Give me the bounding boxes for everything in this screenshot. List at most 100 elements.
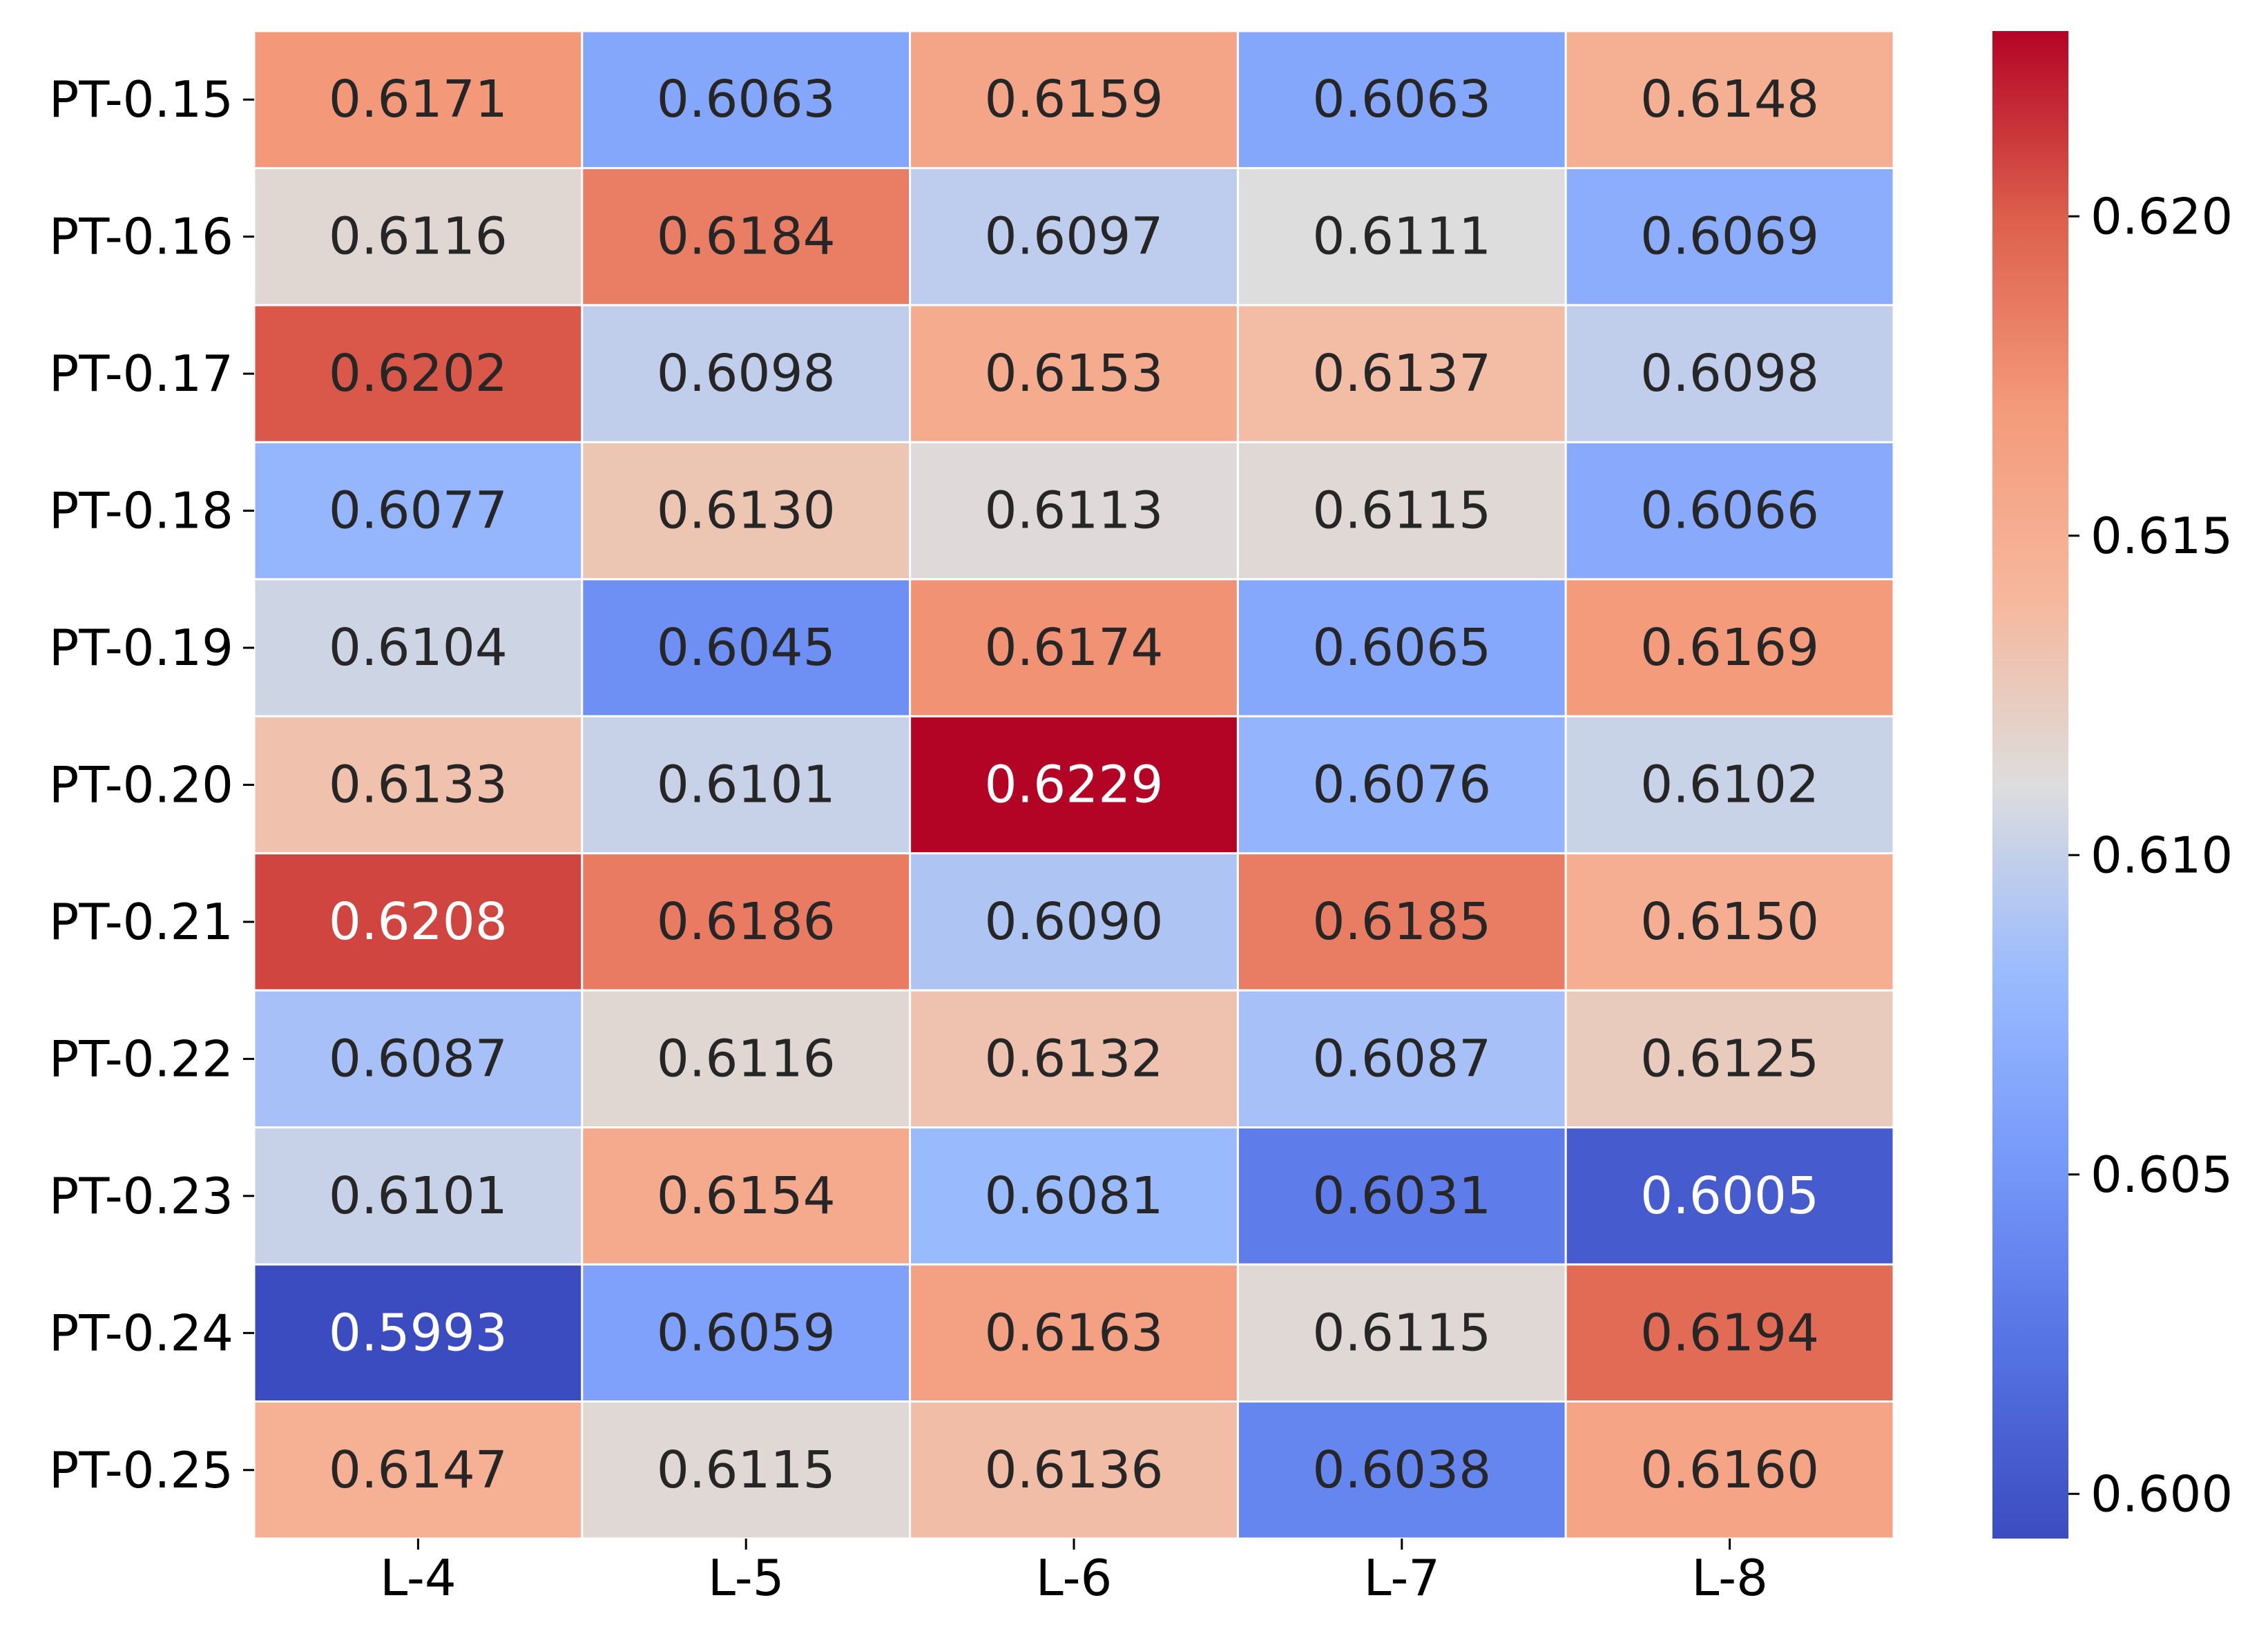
y-tick-label: PT-0.15 — [49, 70, 233, 128]
heatmap-cell-label: 0.6059 — [657, 1303, 836, 1362]
heatmap-cell-PT-0.19-L-5 — [581, 578, 912, 717]
heatmap-cell-label: 0.6115 — [657, 1441, 836, 1500]
colorbar-tick-label: 0.600 — [2091, 1465, 2233, 1523]
y-axis: PT-0.15 PT-0.16 PT-0.17 PT-0.18 PT-0.19 PT-0.… — [49, 70, 254, 1499]
heatmap-cells — [253, 30, 1895, 1540]
heatmap-cell-label: 0.6081 — [985, 1166, 1164, 1226]
heatmap-cell-PT-0.20-L-6 — [909, 715, 1239, 855]
heatmap-cell-label: 0.6153 — [985, 344, 1164, 403]
heatmap-cell-PT-0.21-L-4 — [253, 852, 584, 992]
heatmap-cell-PT-0.19-L-6 — [909, 578, 1239, 717]
heatmap-cell-label: 0.6130 — [657, 481, 836, 541]
heatmap-cell-label: 0.6202 — [329, 344, 508, 403]
colorbar-tick-label: 0.620 — [2091, 187, 2233, 245]
y-tick-label: PT-0.21 — [49, 893, 233, 951]
heatmap-cell-label: 0.6133 — [329, 755, 508, 815]
heatmap-cell-PT-0.24-L-5 — [581, 1263, 912, 1403]
heatmap-cell-label: 0.6063 — [1312, 70, 1491, 129]
heatmap-cell-PT-0.18-L-7 — [1236, 441, 1567, 581]
heatmap-cell-label: 0.6066 — [1640, 481, 1819, 541]
x-tick-label: L-7 — [1363, 1549, 1440, 1607]
heatmap-cell-PT-0.18-L-5 — [581, 441, 912, 581]
heatmap-cell-PT-0.25-L-7 — [1236, 1400, 1567, 1540]
heatmap-cell-PT-0.24-L-6 — [909, 1263, 1239, 1403]
heatmap-cell-label: 0.6137 — [1312, 344, 1491, 403]
heatmap-cell-PT-0.25-L-8 — [1564, 1400, 1895, 1540]
heatmap-cell-PT-0.19-L-4 — [253, 578, 584, 717]
heatmap-cell-label: 0.6113 — [985, 481, 1164, 541]
heatmap-cell-PT-0.24-L-7 — [1236, 1263, 1567, 1403]
heatmap-cell-label: 0.6116 — [657, 1029, 836, 1088]
heatmap-cell-PT-0.17-L-7 — [1236, 304, 1567, 443]
heatmap-cell-label: 0.6097 — [985, 207, 1164, 267]
heatmap-cell-label: 0.6101 — [657, 755, 836, 815]
heatmap-cell-label: 0.6148 — [1640, 70, 1819, 129]
heatmap-cell-label: 0.6090 — [985, 892, 1164, 952]
heatmap-cell-label: 0.6159 — [985, 70, 1164, 129]
heatmap-cell-PT-0.20-L-5 — [581, 715, 912, 855]
heatmap-cell-label: 0.6125 — [1640, 1029, 1819, 1088]
heatmap-cell-label: 0.6087 — [329, 1029, 508, 1088]
heatmap-cell-label: 0.6115 — [1312, 1303, 1491, 1362]
heatmap-cell-label: 0.6136 — [985, 1441, 1164, 1500]
heatmap-cell-PT-0.17-L-6 — [909, 304, 1239, 443]
heatmap-cell-label: 0.6160 — [1640, 1441, 1819, 1500]
y-tick-label: PT-0.20 — [49, 756, 233, 814]
heatmap-cell-PT-0.16-L-6 — [909, 166, 1239, 307]
heatmap-cell-PT-0.16-L-4 — [253, 166, 584, 307]
colorbar-gradient — [1992, 31, 2068, 1539]
heatmap-cell-label: 0.6116 — [329, 207, 508, 267]
heatmap-cell-label: 0.6147 — [329, 1441, 508, 1500]
heatmap-cell-PT-0.15-L-4 — [253, 30, 584, 169]
heatmap-cell-label: 0.6185 — [1312, 892, 1491, 952]
heatmap-cell-PT-0.24-L-4 — [253, 1263, 584, 1403]
heatmap-cell-PT-0.22-L-4 — [253, 989, 584, 1129]
y-tick-label: PT-0.16 — [49, 208, 233, 266]
heatmap-cell-PT-0.17-L-5 — [581, 304, 912, 443]
heatmap-cell-label: 0.6098 — [1640, 344, 1819, 403]
heatmap-cell-PT-0.22-L-7 — [1236, 989, 1567, 1129]
y-tick-label: PT-0.19 — [49, 619, 233, 677]
colorbar: 0.600 0.605 0.610 0.615 0.620 — [1992, 31, 2233, 1539]
heatmap-cell-PT-0.21-L-8 — [1564, 852, 1895, 992]
heatmap-cell-label: 0.6229 — [985, 755, 1164, 815]
heatmap-cell-label: 0.6171 — [329, 70, 508, 129]
heatmap-cell-label: 0.6069 — [1640, 207, 1819, 267]
heatmap-cell-PT-0.23-L-5 — [581, 1126, 912, 1266]
heatmap-cell-label: 0.6174 — [985, 618, 1164, 677]
heatmap-cell-PT-0.23-L-6 — [909, 1126, 1239, 1266]
heatmap-cell-label: 0.6194 — [1640, 1303, 1819, 1362]
heatmap-cell-PT-0.25-L-6 — [909, 1400, 1239, 1540]
heatmap-cell-label: 0.5993 — [329, 1303, 508, 1362]
heatmap-cell-label: 0.6150 — [1640, 892, 1819, 952]
y-tick-label: PT-0.25 — [49, 1441, 233, 1499]
heatmap-cell-PT-0.15-L-6 — [909, 30, 1239, 169]
y-tick-label: PT-0.18 — [49, 482, 233, 540]
heatmap-cell-label: 0.6031 — [1312, 1166, 1491, 1226]
heatmap-cell-labels: 0.6171 0.6063 0.6159 0.6063 0.6148 0.6116 0.61… — [329, 70, 1819, 1500]
heatmap-cell-label: 0.6102 — [1640, 755, 1819, 815]
heatmap-cell-PT-0.22-L-5 — [581, 989, 912, 1129]
heatmap-cell-label: 0.6132 — [985, 1029, 1164, 1088]
heatmap-cell-PT-0.25-L-4 — [253, 1400, 584, 1540]
heatmap-cell-label: 0.6186 — [657, 892, 836, 952]
heatmap-cell-PT-0.15-L-5 — [581, 30, 912, 169]
heatmap-cell-label: 0.6115 — [1312, 481, 1491, 541]
y-tick-label: PT-0.23 — [49, 1167, 233, 1225]
heatmap-cell-PT-0.23-L-8 — [1564, 1126, 1895, 1266]
heatmap-cell-label: 0.6154 — [657, 1166, 836, 1226]
heatmap-cell-label: 0.6087 — [1312, 1029, 1491, 1088]
heatmap-cell-label: 0.6101 — [329, 1166, 508, 1226]
heatmap-cell-PT-0.17-L-8 — [1564, 304, 1895, 443]
heatmap-cell-label: 0.6076 — [1312, 755, 1491, 815]
x-tick-label: L-5 — [708, 1549, 785, 1607]
colorbar-tick-label: 0.605 — [2091, 1146, 2233, 1204]
heatmap-cell-PT-0.16-L-8 — [1564, 166, 1895, 307]
heatmap-cell-label: 0.6111 — [1312, 207, 1491, 267]
heatmap-cell-label: 0.6098 — [657, 344, 836, 403]
heatmap-cell-PT-0.22-L-8 — [1564, 989, 1895, 1129]
heatmap-cell-label: 0.6208 — [329, 892, 508, 952]
heatmap-cell-PT-0.24-L-8 — [1564, 1263, 1895, 1403]
